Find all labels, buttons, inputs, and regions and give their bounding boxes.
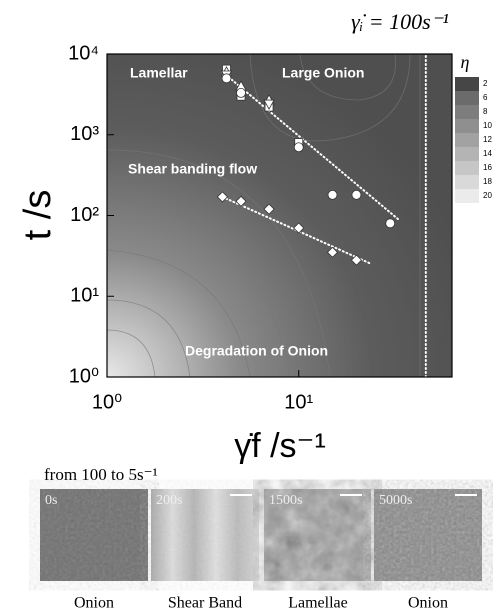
- panel-time: 5000s: [379, 493, 412, 508]
- colorbar-tick-label: 18: [483, 177, 492, 186]
- contour-field: [107, 54, 452, 377]
- y-tick-label: 10⁰: [69, 365, 99, 387]
- colorbar-label: η: [461, 52, 470, 72]
- marker: [237, 88, 246, 97]
- marker: [386, 219, 395, 228]
- colorbar-tick-label: 8: [483, 107, 488, 116]
- y-tick-label: 10²: [70, 204, 99, 226]
- annotation: Large Onion: [282, 65, 364, 81]
- y-axis-label: t /s: [17, 190, 59, 241]
- annotation: Degradation of Onion: [185, 343, 328, 359]
- colorbar-tick-label: 20: [483, 191, 492, 200]
- panel-caption: from 100 to 5s⁻¹: [44, 465, 158, 484]
- x-tick-label: 10¹: [284, 391, 313, 413]
- figure: γ̇ᵢ = 100s⁻¹ t /s γ̇f /s⁻¹ η Lamellar La…: [0, 0, 497, 616]
- colorbar-swatch: [455, 119, 479, 133]
- colorbar-swatch: [455, 77, 479, 91]
- x-tick-label: 10⁰: [92, 391, 122, 413]
- marker: [352, 190, 361, 199]
- colorbar-swatch: [455, 161, 479, 175]
- colorbar-swatch: [455, 189, 479, 203]
- colorbar-swatch: [455, 133, 479, 147]
- colorbar-tick-label: 2: [483, 79, 488, 88]
- marker: [328, 190, 337, 199]
- panel-label: Lamellae: [288, 595, 348, 612]
- annotation: Shear banding flow: [128, 161, 257, 177]
- page: γ̇ᵢ = 100s⁻¹ t /s γ̇f /s⁻¹ η Lamellar La…: [0, 0, 497, 616]
- x-axis-label: γ̇f /s⁻¹: [234, 427, 326, 465]
- colorbar-tick-label: 6: [483, 93, 488, 102]
- panel-label: Onion: [408, 595, 448, 612]
- y-tick-label: 10³: [70, 123, 99, 145]
- panel-label: Shear Band: [168, 595, 242, 612]
- panel-time: 1500s: [269, 493, 302, 508]
- colorbar-tick-label: 16: [483, 163, 492, 172]
- panel-time: 0s: [45, 493, 57, 508]
- chart-title: γ̇ᵢ = 100s⁻¹: [351, 9, 449, 34]
- colorbar-swatch: [455, 91, 479, 105]
- panel-time: 200s: [156, 493, 182, 508]
- colorbar-tick-label: 14: [483, 149, 492, 158]
- colorbar-swatch: [455, 105, 479, 119]
- marker: [294, 143, 303, 152]
- marker: [222, 74, 231, 83]
- colorbar-tick-label: 12: [483, 135, 492, 144]
- y-tick-label: 10¹: [70, 285, 99, 307]
- colorbar-tick-label: 10: [483, 121, 492, 130]
- annotation: Lamellar: [130, 65, 188, 81]
- colorbar-swatch: [455, 175, 479, 189]
- panel-label: Onion: [74, 595, 114, 612]
- y-tick-label: 10⁴: [68, 42, 99, 64]
- colorbar-swatch: [455, 147, 479, 161]
